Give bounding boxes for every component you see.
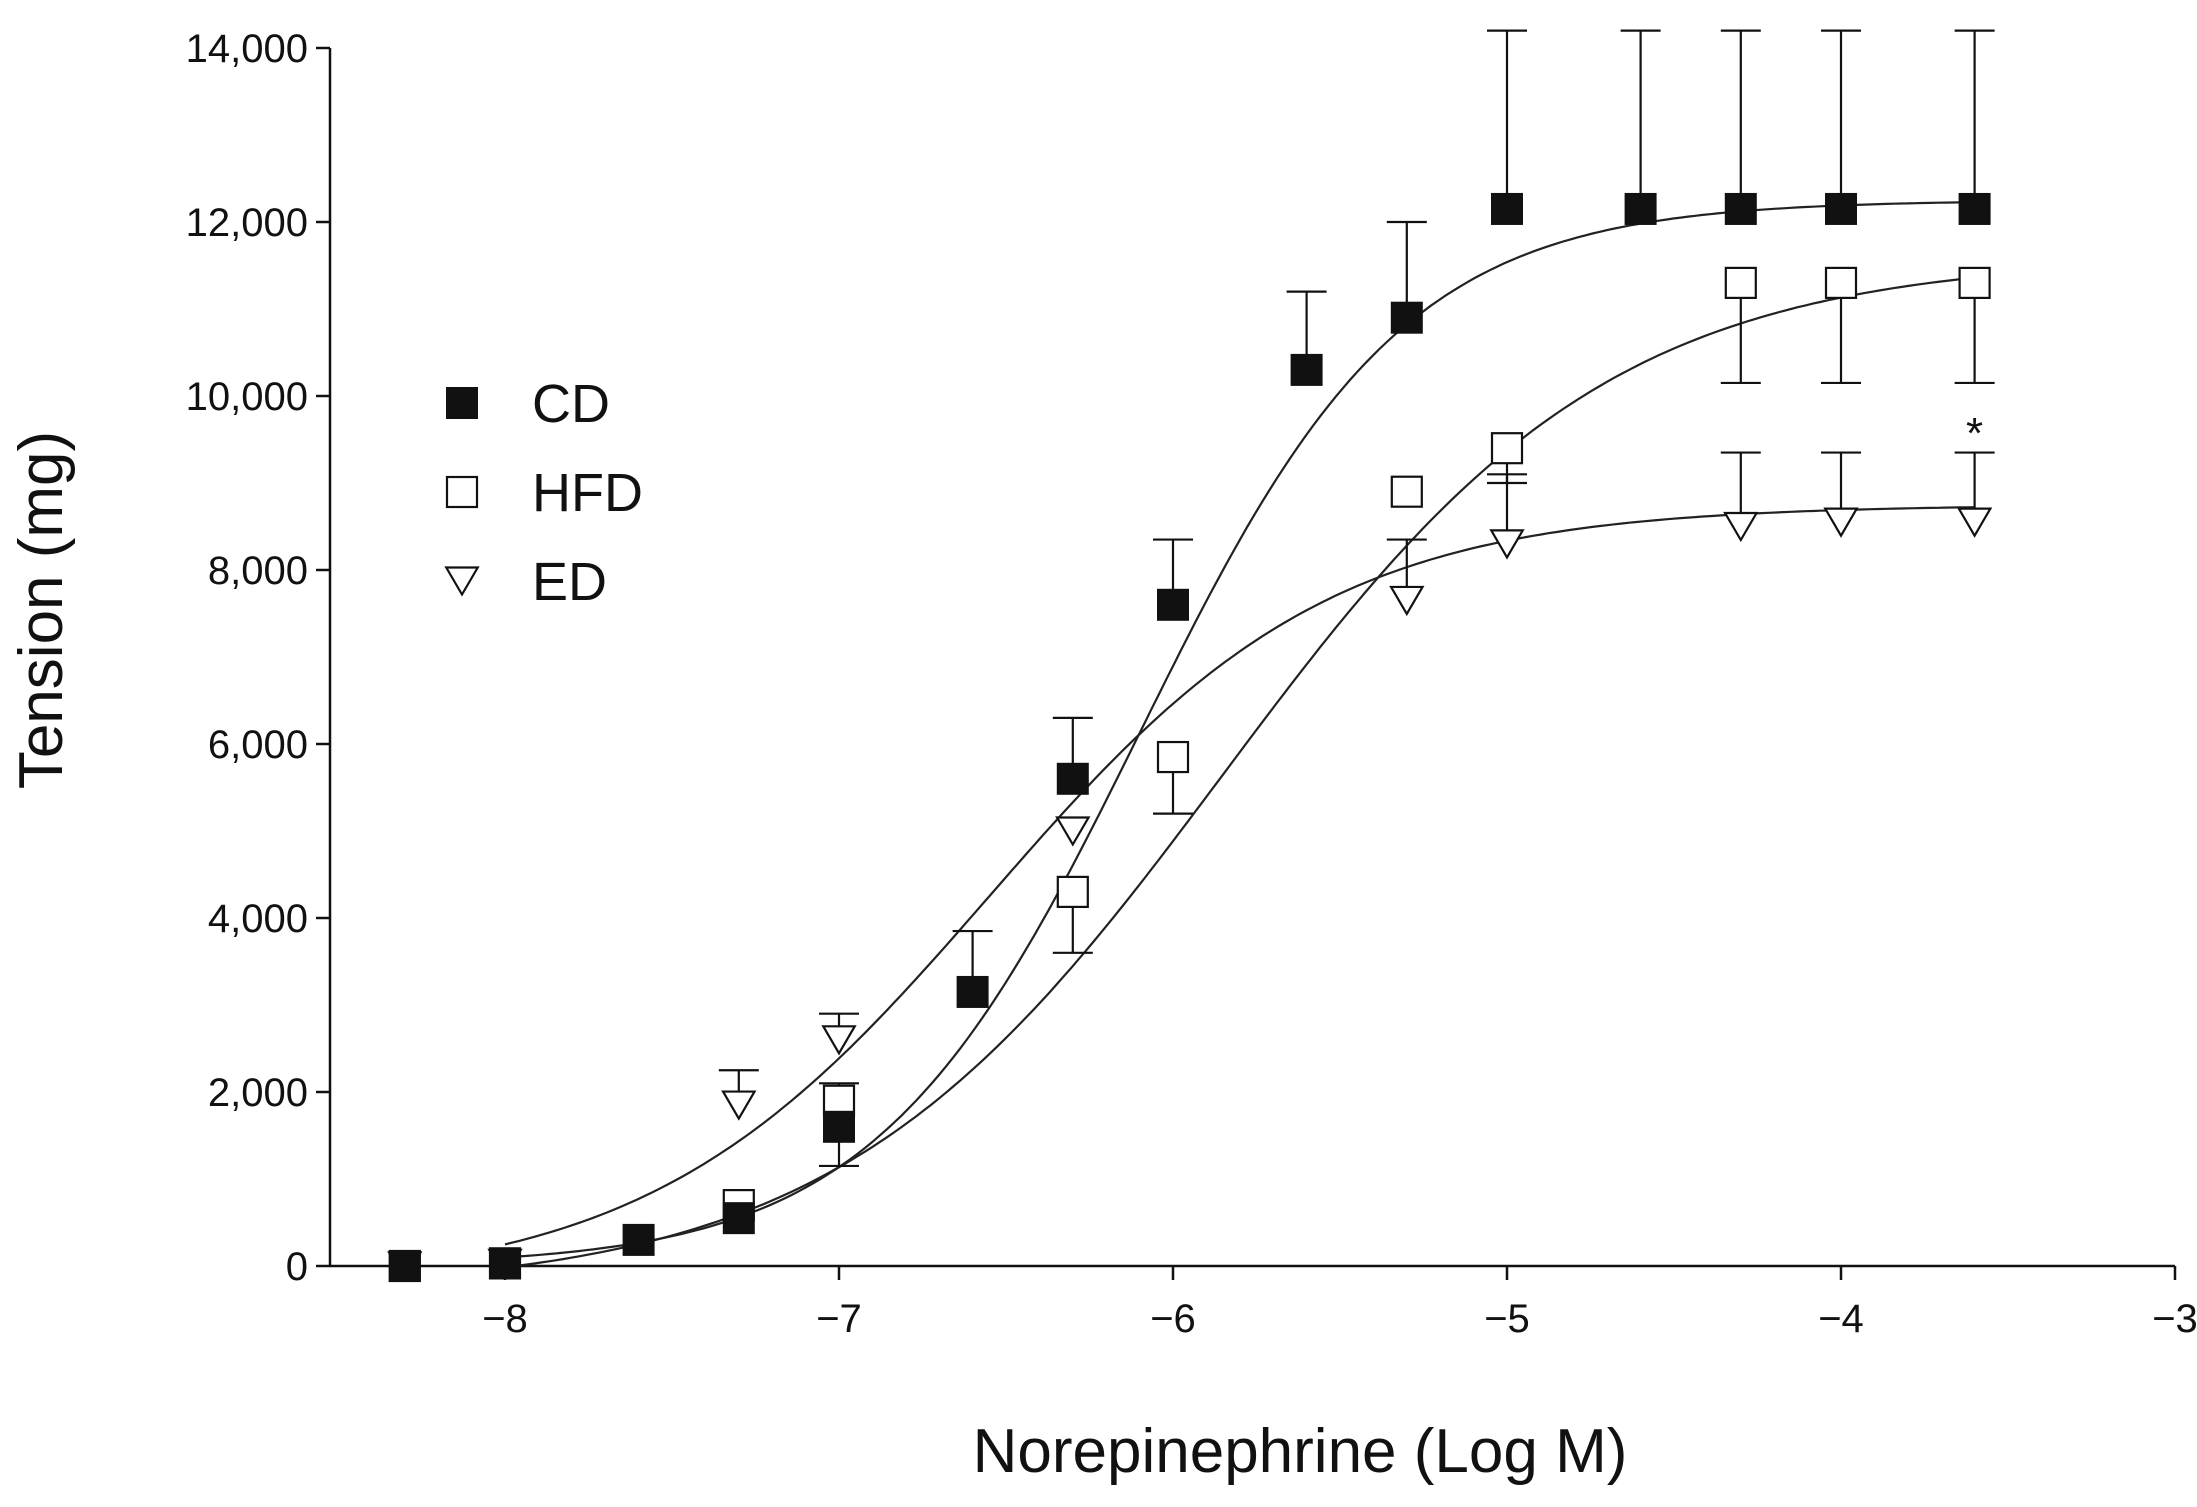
y-axis-title: Tension (mg)	[7, 431, 76, 789]
data-point-hfd	[1724, 266, 1757, 299]
data-point-hfd	[1824, 266, 1858, 299]
data-point-ed	[1389, 585, 1425, 617]
y-tick-label: 8,000	[208, 549, 308, 593]
data-point-cd	[622, 1223, 655, 1256]
y-tick-label: 6,000	[208, 723, 308, 767]
y-tick-label: 12,000	[186, 201, 308, 245]
data-point-ed	[1956, 507, 1993, 538]
data-point-hfd	[1056, 875, 1089, 909]
legend-marker-ed	[444, 566, 480, 597]
data-point-cd	[1825, 192, 1857, 225]
x-tick-label: −5	[1484, 1297, 1530, 1341]
data-point-cd	[1290, 353, 1323, 386]
data-point-ed	[1489, 529, 1525, 560]
data-markers	[387, 192, 1993, 1283]
data-point-cd	[1056, 762, 1089, 795]
data-point-ed	[1823, 507, 1859, 538]
y-tick-label: 4,000	[208, 897, 308, 941]
data-point-cd	[1157, 588, 1189, 621]
x-tick-label: −7	[816, 1297, 862, 1341]
significance-asterisk: *	[1966, 409, 1983, 458]
fit-curve-hfd	[505, 276, 1975, 1268]
y-tick-label: 0	[286, 1245, 308, 1289]
x-axis-title: Norepinephrine (Log M)	[973, 1417, 1628, 1486]
x-tick-label: −3	[2152, 1297, 2197, 1341]
legend-label-hfd: HFD	[532, 463, 643, 523]
x-tick-label: −6	[1150, 1297, 1196, 1341]
data-point-cd	[1624, 192, 1657, 225]
legend-label-ed: ED	[532, 552, 607, 612]
data-point-cd	[956, 975, 989, 1008]
y-tick-label: 14,000	[186, 27, 308, 71]
data-point-ed	[821, 1025, 857, 1056]
data-point-ed	[1055, 816, 1091, 847]
data-point-cd	[1958, 192, 1991, 225]
x-tick-label: −4	[1818, 1297, 1864, 1341]
legend-label-cd: CD	[532, 374, 610, 434]
data-point-hfd	[1958, 266, 1991, 299]
data-point-cd	[388, 1250, 421, 1282]
data-point-cd	[489, 1247, 521, 1280]
fit-curves	[504, 201, 1975, 1268]
data-point-cd	[1491, 192, 1523, 225]
data-point-hfd	[1390, 475, 1423, 508]
data-point-cd	[1390, 301, 1423, 334]
y-tick-label: 2,000	[208, 1071, 308, 1115]
legend: CD HFD ED	[444, 374, 643, 612]
data-point-hfd	[1156, 740, 1190, 774]
error-bars	[718, 29, 1995, 1168]
data-point-hfd	[1490, 432, 1524, 465]
x-tick-label: −8	[482, 1297, 528, 1341]
fit-curve-ed	[504, 506, 1975, 1246]
data-point-ed	[721, 1090, 757, 1121]
data-point-cd	[1724, 192, 1757, 225]
data-point-cd	[823, 1110, 855, 1143]
legend-marker-cd	[446, 387, 478, 419]
annotations: *	[1966, 409, 1983, 458]
legend-marker-hfd	[445, 475, 479, 509]
axes: 0 2,000 4,000 6,000 8,000 10,000 12,000 14,000 −…	[186, 27, 2197, 1341]
y-tick-label: 10,000	[186, 375, 308, 419]
data-point-ed	[1723, 511, 1759, 543]
fit-curve-cd	[504, 201, 1975, 1259]
data-point-cd	[722, 1202, 755, 1235]
data-point-hfd	[822, 1084, 856, 1117]
